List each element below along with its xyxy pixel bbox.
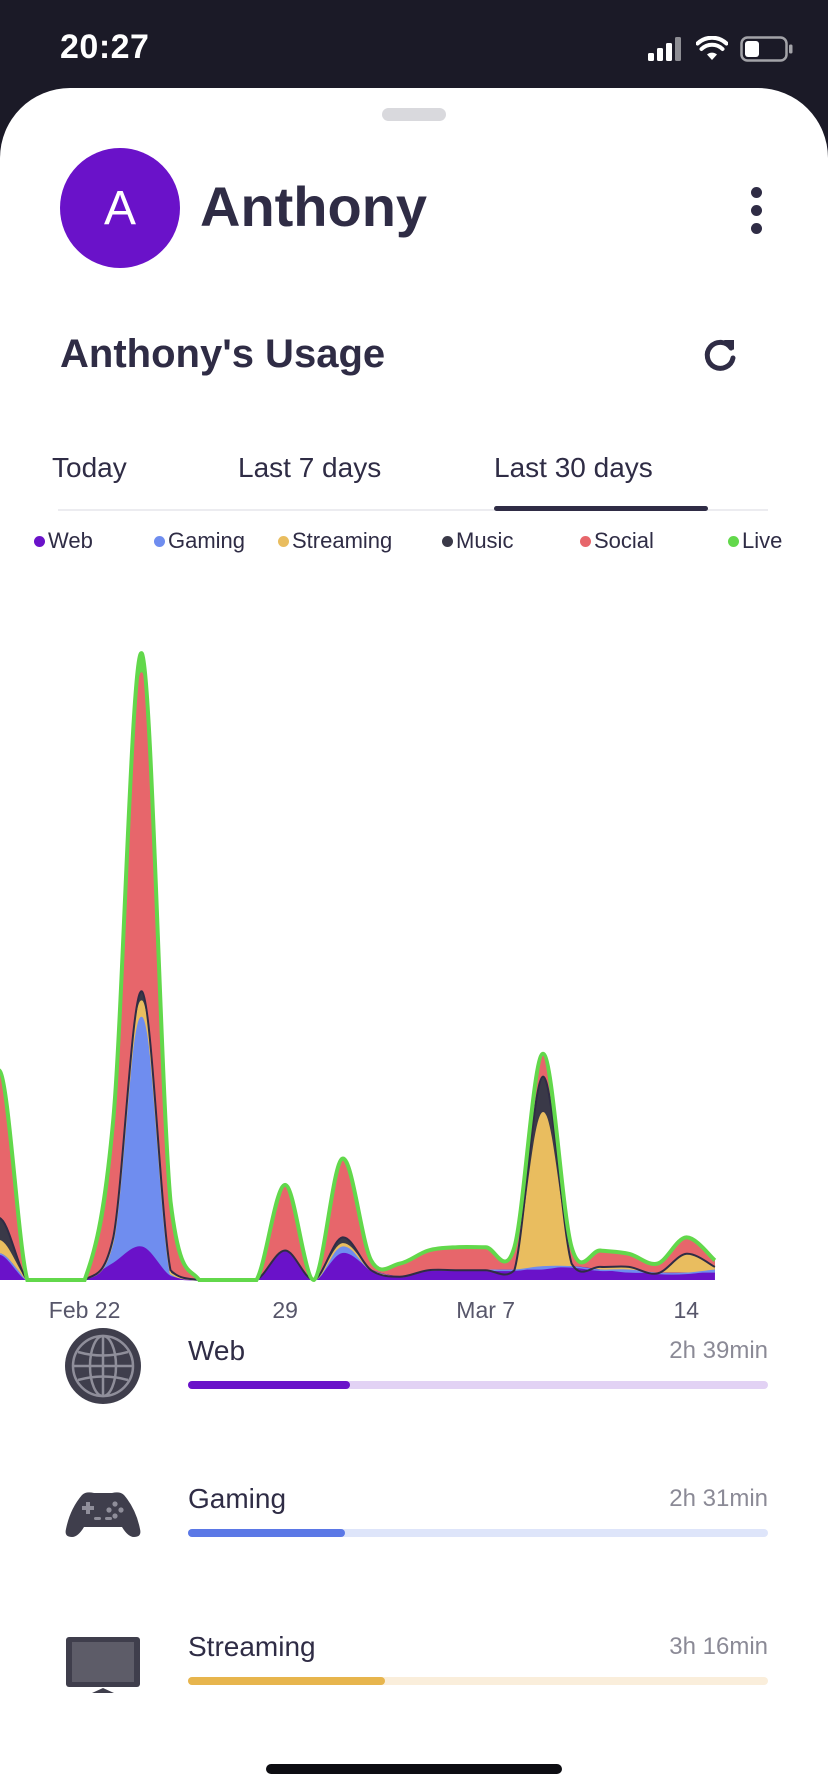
sheet-grabber[interactable] [382, 108, 446, 121]
legend-item-music: Music [442, 528, 513, 554]
usage-label: Streaming [188, 1631, 316, 1662]
legend-item-live: Live [728, 528, 782, 554]
legend-item-gaming: Gaming [154, 528, 245, 554]
legend-dot [442, 535, 453, 547]
tab-last-7-days[interactable]: Last 7 days [238, 452, 382, 483]
legend-item-web: Web [34, 528, 93, 554]
x-tick-label: 14 [673, 1297, 699, 1323]
legend-item-streaming: Streaming [278, 528, 392, 554]
refresh-icon [704, 339, 736, 371]
legend-label: Music [456, 528, 514, 553]
usage-row-gaming[interactable]: Gaming 2h 31min [0, 1473, 828, 1573]
area-series-gaming [0, 1017, 715, 1280]
gamepad-icon [65, 1492, 141, 1537]
x-tick-label: 29 [272, 1297, 298, 1323]
wifi-icon [696, 36, 728, 60]
more-dot-icon [750, 222, 762, 234]
tab-today[interactable]: Today [52, 452, 127, 483]
battery-icon [740, 36, 793, 62]
legend-dot [728, 535, 739, 547]
home-indicator[interactable] [266, 1764, 562, 1774]
usage-title: Anthony's Usage [60, 332, 386, 376]
usage-label: Web [188, 1335, 246, 1366]
refresh-button[interactable] [696, 332, 744, 380]
status-time: 20:27 [60, 28, 150, 66]
legend-dot [34, 535, 45, 547]
usage-row-streaming[interactable]: Streaming 3h 16min [0, 1621, 828, 1721]
legend-dot [154, 535, 165, 547]
series-line-live [0, 651, 717, 1283]
avatar: A [60, 148, 180, 268]
tabs-divider [58, 509, 768, 511]
tv-icon [66, 1637, 140, 1693]
active-tab-indicator [494, 506, 708, 511]
legend-label: Streaming [292, 528, 393, 553]
usage-area-chart: Feb 22 29 Mar 7 14 [0, 578, 828, 1328]
series-line-music [0, 990, 716, 1282]
usage-label: Gaming [188, 1483, 287, 1514]
avatar-initial: A [103, 181, 136, 235]
area-series-streaming [0, 1001, 715, 1280]
usage-row-web[interactable]: Web 2h 39min [0, 1325, 828, 1425]
x-tick-label: Mar 7 [456, 1297, 515, 1323]
more-dot-icon [750, 186, 762, 198]
globe-icon [65, 1328, 141, 1404]
legend-label: Live [742, 528, 783, 553]
chart-legend: Web Gaming Streaming Music Social Live [0, 528, 828, 564]
more-dot-icon [750, 204, 762, 216]
usage-time: 2h 39min [669, 1337, 768, 1364]
cellular-signal-icon [648, 37, 681, 61]
x-tick-label: Feb 22 [49, 1297, 121, 1323]
status-bar: 20:27 [0, 0, 828, 96]
usage-progress-fill [188, 1677, 386, 1685]
usage-progress-track [188, 1381, 768, 1389]
legend-dot [580, 535, 591, 547]
usage-time: 3h 16min [669, 1633, 768, 1660]
legend-item-social: Social [580, 528, 654, 554]
usage-progress-fill [188, 1381, 351, 1389]
profile-sheet: A Anthony Anthony's Usage Today Last 7 d… [0, 88, 828, 1792]
legend-label: Gaming [168, 528, 246, 553]
legend-dot [278, 535, 289, 547]
usage-progress-track [188, 1529, 768, 1537]
usage-time: 2h 31min [669, 1485, 768, 1512]
tab-last-30-days[interactable]: Last 30 days [494, 452, 653, 483]
usage-progress-fill [188, 1529, 345, 1537]
more-options-button[interactable] [730, 184, 782, 236]
legend-label: Web [48, 528, 93, 553]
area-series-web [0, 1247, 715, 1280]
usage-progress-track [188, 1677, 768, 1685]
profile-name: Anthony [200, 175, 428, 238]
period-tabs: Today Last 7 days Last 30 days [0, 452, 828, 552]
status-icons [648, 34, 794, 64]
legend-label: Social [594, 528, 654, 553]
